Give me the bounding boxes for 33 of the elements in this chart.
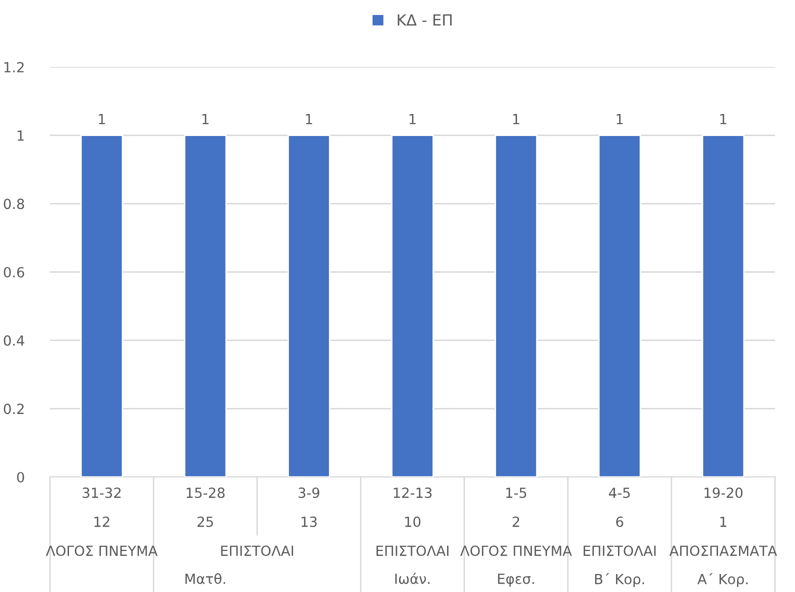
y-tick-label: 1.2	[4, 62, 24, 72]
text: ΕΠΙΣΤΟΛΑΙ	[376, 546, 448, 556]
text: Ματθ.	[186, 573, 226, 584]
text: Α΄ Κορ.	[697, 573, 748, 587]
text: Β΄ Κορ.	[595, 573, 644, 587]
text: ΛΟΓΟΣ ΠΝΕΥΜΑ	[460, 546, 572, 556]
y-tick-label: 0	[17, 472, 24, 482]
text: Ιωάν.	[395, 572, 430, 584]
text: ΕΠΙΣΤΟΛΑΙ	[584, 546, 656, 556]
category-label: 12-13 10	[394, 488, 432, 528]
y-tick-label: 0.8	[4, 198, 24, 210]
text: ΕΠΙΣΤΟΛΑΙ	[221, 546, 294, 556]
category-label: 15-28 25	[186, 488, 225, 528]
legend-label: ΚΔ - ΕΠ	[398, 14, 452, 26]
data-label: 1	[306, 114, 312, 124]
category-label: 19-20 1	[704, 488, 742, 527]
category-label: 4-5 6	[608, 488, 630, 528]
data-label: 1	[410, 114, 416, 124]
category-label: 3-9 13	[298, 488, 320, 528]
y-tick-label: 1	[18, 130, 24, 141]
category-label: 1-5 2	[506, 488, 526, 527]
y-tick-label: 0.2	[4, 404, 24, 414]
data-label: 1	[616, 114, 623, 124]
y-tick-label: 0.4	[4, 335, 24, 346]
data-label: 1	[202, 114, 208, 124]
data-label: 1	[513, 114, 520, 124]
text: ΑΠΟΣΠΑΣΜΑΤΑ	[669, 546, 778, 556]
data-label: 1	[720, 114, 726, 124]
y-tick-label: 0.6	[4, 266, 24, 278]
text: ΛΟΓΟΣ ΠΝΕΥΜΑ	[46, 546, 158, 556]
category-label: 31-32 12	[82, 488, 121, 527]
data-label: 1	[98, 114, 105, 124]
text: Εφεσ.	[498, 574, 534, 587]
